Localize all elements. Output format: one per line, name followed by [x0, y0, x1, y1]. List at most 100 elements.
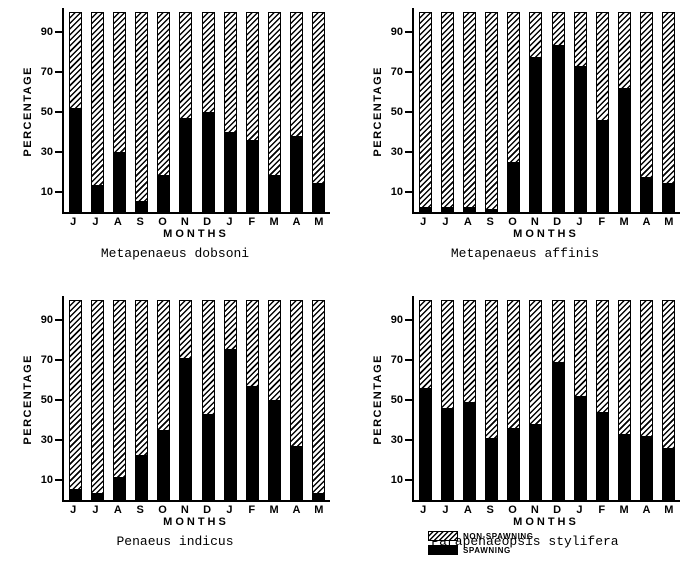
x-tick-label: S [136, 216, 144, 228]
bar-segment-non-spawning [291, 13, 303, 136]
chart-title: Metapenaeus dobsoni [100, 246, 250, 261]
stacked-bar [312, 300, 326, 500]
x-tick-label: J [70, 216, 77, 228]
y-tick-mark [55, 479, 62, 481]
y-tick: 30 [41, 146, 62, 158]
plot-row: PERCENTAGE 10 30 50 70 90 J J A S O N D J F M A M MONTH… [370, 8, 680, 240]
y-tick-mark [405, 319, 412, 321]
plot-area [412, 8, 680, 214]
bar-segment-non-spawning [136, 13, 148, 202]
stacked-bar [662, 12, 676, 212]
bar-segment-spawning [508, 427, 520, 499]
x-tick-label: M [619, 504, 629, 516]
bar-segment-spawning [419, 207, 431, 211]
y-axis-ticks: 10 30 50 70 90 [386, 8, 412, 214]
y-axis-ticks: 10 30 50 70 90 [36, 8, 62, 214]
x-tick-label: N [180, 216, 189, 228]
stacked-bar [201, 12, 215, 212]
y-tick-label: 10 [390, 186, 403, 198]
stacked-bar [507, 12, 521, 212]
y-axis-label-column: PERCENTAGE [370, 296, 386, 502]
stacked-bar [440, 300, 454, 500]
stacked-bar [179, 300, 193, 500]
bar-segment-spawning [552, 44, 564, 211]
x-tick-label: M [314, 216, 324, 228]
y-tick-label: 90 [40, 314, 53, 326]
bar-segment-non-spawning [180, 301, 192, 359]
bar-segment-spawning [291, 135, 303, 211]
x-tick-label: F [598, 504, 606, 516]
x-tick-label: A [113, 504, 122, 516]
chart-title: Metapenaeus affinis [450, 246, 600, 261]
y-tick-label: 30 [390, 434, 403, 446]
bar-segment-spawning [113, 477, 125, 499]
bar-segment-spawning [663, 183, 675, 211]
x-tick-label: J [576, 216, 583, 228]
plot-area-wrap: J J A S O N D J F M A M MONTHS [62, 8, 330, 240]
stacked-bar [290, 12, 304, 212]
stacked-bar [112, 12, 126, 212]
x-axis-label: MONTHS [513, 516, 579, 528]
bar-segment-non-spawning [508, 13, 520, 162]
bar-segment-non-spawning [574, 301, 586, 397]
y-tick-mark [405, 399, 412, 401]
bar-segment-spawning [246, 386, 258, 499]
stacked-bar [595, 12, 609, 212]
x-tick-label: O [508, 216, 517, 228]
bar-segment-spawning [246, 139, 258, 211]
y-axis-label-column: PERCENTAGE [20, 8, 36, 214]
stacked-bar [223, 300, 237, 500]
stacked-bar [617, 300, 631, 500]
bar-segment-spawning [618, 88, 630, 211]
bar-segment-non-spawning [641, 13, 653, 178]
stacked-bar [507, 300, 521, 500]
y-tick-mark [55, 319, 62, 321]
y-tick-mark [405, 151, 412, 153]
bar-segment-non-spawning [69, 301, 81, 490]
x-tick-label: M [619, 216, 629, 228]
bar-segment-non-spawning [419, 301, 431, 389]
x-tick-label: A [463, 504, 472, 516]
x-tick-label: N [530, 216, 539, 228]
bar-segment-spawning [69, 108, 81, 211]
stacked-bar [573, 300, 587, 500]
x-tick-label: A [642, 216, 651, 228]
stacked-bar [640, 12, 654, 212]
x-axis-label: MONTHS [513, 228, 579, 240]
stacked-bar [529, 12, 543, 212]
y-tick: 90 [391, 26, 412, 38]
y-tick-label: 50 [40, 106, 53, 118]
y-tick: 10 [391, 186, 412, 198]
x-tick-label: O [158, 216, 167, 228]
x-tick-label: A [292, 216, 301, 228]
y-tick-label: 70 [40, 66, 53, 78]
x-tick-label: A [463, 216, 472, 228]
y-tick: 30 [41, 434, 62, 446]
y-tick-mark [55, 191, 62, 193]
bar-segment-non-spawning [441, 301, 453, 408]
stacked-bar [267, 12, 281, 212]
x-tick-label: M [269, 216, 279, 228]
y-axis-label: PERCENTAGE [372, 65, 384, 157]
stacked-bar [617, 12, 631, 212]
non-spawning-swatch-icon [428, 531, 458, 541]
x-tick-label: D [203, 216, 212, 228]
plot-row: PERCENTAGE 10 30 50 70 90 J J A S O N D J F M A M MONTH… [20, 296, 330, 528]
bar-segment-non-spawning [508, 301, 520, 428]
stacked-bar [68, 300, 82, 500]
y-tick: 90 [41, 26, 62, 38]
bar-segment-non-spawning [463, 301, 475, 402]
stacked-bar [90, 300, 104, 500]
bar-segment-non-spawning [158, 13, 170, 176]
plot-row: PERCENTAGE 10 30 50 70 90 J J A S O N D J F M A M MONTH… [20, 8, 330, 240]
stacked-bar [551, 300, 565, 500]
bar-segment-spawning [180, 358, 192, 499]
bar-segment-non-spawning [596, 301, 608, 412]
y-tick-mark [55, 71, 62, 73]
x-tick-label: J [442, 216, 449, 228]
stacked-bar [485, 12, 499, 212]
legend-row-spawning: SPAWNING [428, 545, 534, 555]
